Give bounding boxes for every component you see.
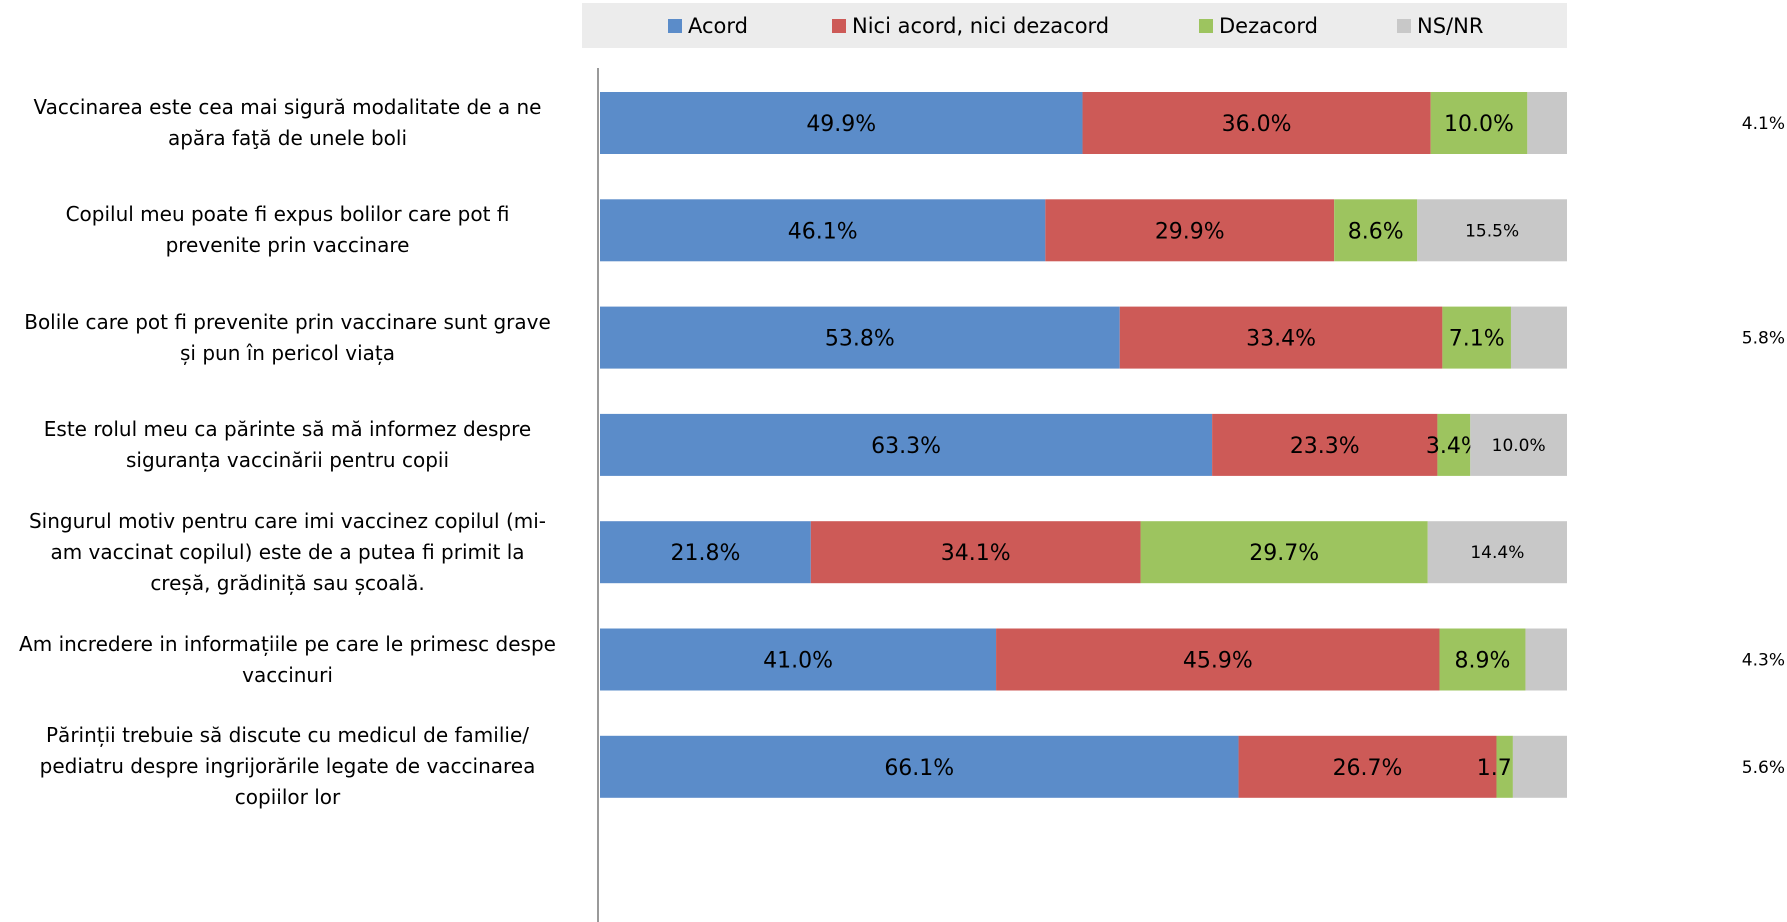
category-label: Copilul meu poate fi expus bolilor care … [0,199,575,261]
data-label: 36.0% [1222,112,1292,137]
bar-segment [1496,735,1513,798]
data-label: 10.0% [1492,436,1546,456]
data-label: 15.5% [1465,221,1519,241]
data-label: 46.1% [788,219,858,244]
bar-segment [1512,735,1567,798]
data-label: 8.6% [1348,219,1404,244]
bar-segment [1119,306,1443,369]
data-label: 14.4% [1470,543,1524,563]
bar-segment [996,628,1440,691]
legend-label: Dezacord [1219,13,1318,38]
category-label-line: Singurul motiv pentru care imi vaccinez … [28,508,546,533]
bar-segment [600,521,811,584]
category-label-line: Este rolul meu ca părinte să mă informez… [43,416,532,441]
bar-segment [600,92,1083,154]
category-label: Bolile care pot fi prevenite prin vaccin… [0,307,575,369]
legend-swatch [1397,18,1411,33]
legend-item: NS/NR [1397,3,1483,48]
bar-segment [1238,735,1497,798]
data-label: 41.0% [763,649,833,674]
legend-label: Nici acord, nici dezacord [852,13,1110,38]
bar-segment [1427,521,1567,584]
category-label-line: Vaccinarea este cea mai sigură modalitat… [33,95,542,119]
bar-segment [1437,413,1471,476]
data-label: 4.3% [1742,651,1785,671]
category-label: Vaccinarea este cea mai sigură modalitat… [0,92,575,154]
data-label: 10.0% [1444,112,1514,137]
bar-segment [1442,306,1511,369]
legend-label: NS/NR [1417,13,1484,38]
category-label: Părinții trebuie să discute cu medicul d… [0,720,575,813]
bar-segment [600,735,1239,798]
data-label: 5.6% [1742,758,1785,778]
bar-segment [1525,628,1567,691]
bar-segment [600,628,997,691]
bar-segment [600,413,1213,476]
data-label: 8.9% [1455,649,1511,674]
bar-segment [1082,92,1431,154]
category-label-line: Părinții trebuie să discute cu medicul d… [46,723,529,748]
category-label-line: apăra faţă de unele boli [167,126,408,150]
bar-segment [1510,306,1567,369]
bar-segment [1140,521,1428,584]
data-label: 23.3% [1290,434,1360,459]
category-label-line: siguranța vaccinării pentru copii [125,447,450,472]
data-label: 21.8% [670,541,740,566]
legend-swatch [1199,18,1213,33]
category-label-line: am vaccinat copilul) este de a putea fi … [50,539,525,564]
category-label: Am incredere in informațiile pe care le … [0,629,575,691]
category-label-line: vaccinuri [242,662,333,687]
bar-segment [1417,199,1567,262]
data-label: 7.1% [1449,327,1505,352]
chart-legend: Acord Nici acord, nici dezacord Dezacord NS… [582,3,1567,48]
data-label: 29.9% [1155,219,1225,244]
category-label-line: prevenite prin vaccinare [165,233,410,258]
bar-segment [810,521,1141,584]
bar-segment [1045,199,1335,262]
bar-segment [1430,92,1528,154]
legend-swatch [668,18,682,33]
bar-segment [1470,413,1567,476]
category-label-line: Bolile care pot fi prevenite prin vaccin… [24,309,551,334]
category-label-line: creșă, grădiniță sau școală. [150,570,425,595]
data-label: 5.8% [1742,329,1785,349]
category-label-line: pediatru despre ingrijorările legate de … [39,754,536,779]
data-label: 4.1% [1742,114,1785,134]
data-label: 29.7% [1249,541,1319,566]
data-label: 66.1% [884,756,954,781]
category-label-line: copiilor lor [234,785,341,810]
category-label: Singurul motiv pentru care imi vaccinez … [0,506,575,599]
data-label: 26.7% [1333,756,1403,781]
category-label-line: și pun în pericol viața [180,340,395,365]
data-label: 33.4% [1246,327,1316,352]
bar-segment [1334,199,1418,262]
category-label-line: Copilul meu poate fi expus bolilor care … [65,202,510,227]
data-label: 53.8% [825,327,895,352]
data-label: 63.3% [871,434,941,459]
legend-label: Acord [688,13,748,38]
bar-segment [1527,92,1567,154]
category-label-line: Am incredere in informațiile pe care le … [19,631,556,656]
bar-segment [600,306,1120,369]
bar-segment [1439,628,1526,691]
legend-item: Acord [668,3,748,48]
category-label: Este rolul meu ca părinte să mă informez… [0,414,575,476]
data-label: 45.9% [1183,649,1253,674]
data-label: 34.1% [941,541,1011,566]
legend-item: Dezacord [1199,3,1318,48]
legend-item: Nici acord, nici dezacord [832,3,1109,48]
bar-segment [600,199,1046,262]
legend-swatch [832,18,846,33]
data-label: 49.9% [806,112,876,137]
bar-segment [1212,413,1438,476]
